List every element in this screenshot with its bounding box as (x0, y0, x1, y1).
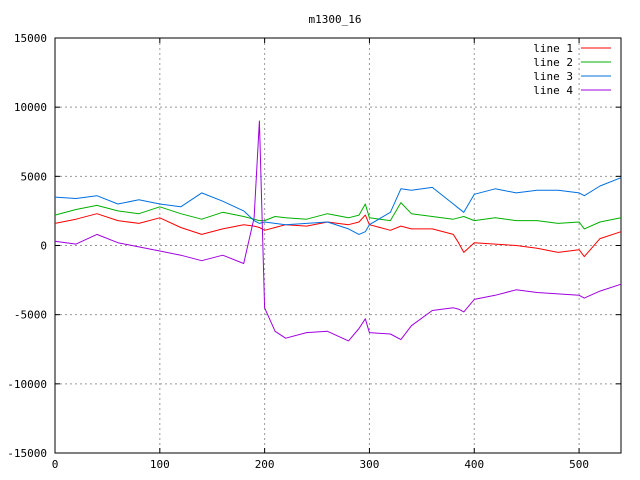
x-tick-label: 100 (150, 458, 170, 471)
legend-label: line 2 (533, 56, 573, 69)
x-tick-label: 300 (360, 458, 380, 471)
axis-ticks: 0 100 200 300 400 500 -15000 -10000 -5000 0 5000 10… (7, 32, 621, 471)
series-line-2 (54, 202, 622, 230)
legend-label: line 1 (533, 42, 573, 55)
series-group (54, 120, 622, 342)
y-tick-label: 0 (40, 240, 47, 253)
y-tick-label: -15000 (7, 447, 47, 460)
legend-label: line 4 (533, 84, 573, 97)
series-line-1 (54, 213, 622, 258)
grid-lines (55, 38, 621, 453)
x-tick-label: 0 (52, 458, 59, 471)
x-tick-label: 400 (464, 458, 484, 471)
legend-label: line 3 (533, 70, 573, 83)
y-tick-label: 10000 (14, 101, 47, 114)
x-tick-label: 200 (255, 458, 275, 471)
x-tick-label: 500 (569, 458, 589, 471)
y-tick-label: -5000 (14, 309, 47, 322)
y-tick-label: -10000 (7, 378, 47, 391)
y-tick-label: 15000 (14, 32, 47, 45)
y-tick-label: 5000 (21, 170, 48, 183)
series-line-3 (54, 177, 622, 235)
series-line-4 (54, 120, 622, 342)
chart-title: m1300_16 (309, 13, 362, 26)
